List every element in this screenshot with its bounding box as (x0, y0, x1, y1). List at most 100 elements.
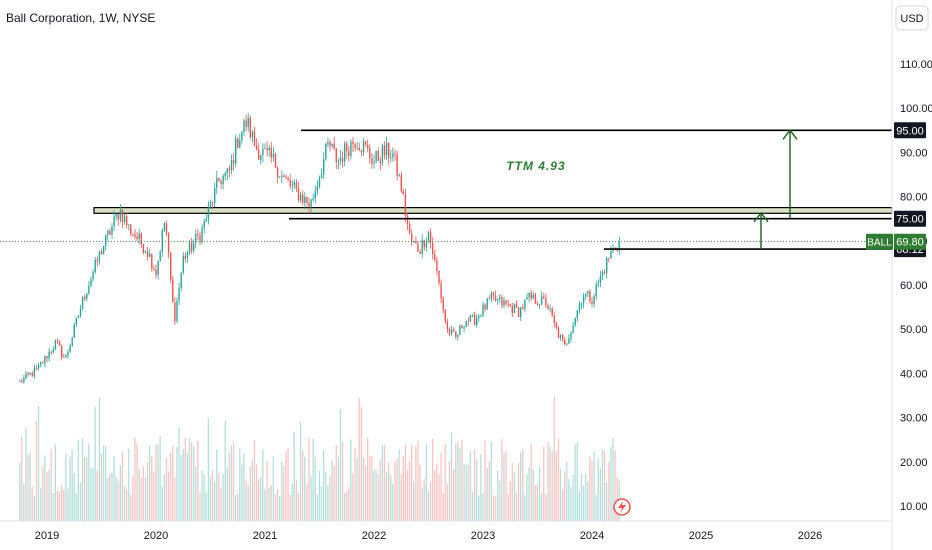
y-tick-label: 100.00 (900, 103, 932, 115)
volume-bar (186, 452, 188, 521)
candle-body (350, 141, 352, 156)
candles (19, 112, 620, 384)
x-tick-label: 2019 (35, 530, 59, 542)
candle-body (536, 303, 539, 306)
candle-body (438, 271, 440, 284)
candle-body (469, 315, 472, 322)
candle-body (585, 293, 587, 297)
volume-bar (484, 440, 486, 521)
volume-bar (559, 468, 562, 521)
candle-body (455, 331, 457, 337)
candle-body (172, 279, 174, 303)
volume-bar (476, 459, 478, 521)
volume-bar (149, 445, 151, 521)
candle-body (448, 328, 451, 334)
candle-body (207, 206, 210, 220)
volume-bar (295, 479, 297, 521)
candle-body (92, 272, 94, 280)
candle-body (270, 147, 272, 158)
symbol-tag-text: BALL (867, 238, 892, 249)
candle-body (23, 378, 25, 383)
candle-body (404, 194, 407, 216)
candle-body (293, 182, 295, 185)
candle-body (167, 233, 170, 253)
volume-bar (383, 444, 386, 521)
candle-body (272, 153, 275, 158)
volume-bar (77, 439, 79, 521)
candle-body (362, 141, 365, 153)
candle-body (329, 141, 331, 146)
volume-bar (396, 459, 398, 521)
volume-bar (23, 484, 25, 521)
candle-body (94, 259, 96, 273)
volume-bar (249, 466, 251, 521)
volume-bar (582, 485, 585, 521)
y-tick-label: 40.00 (900, 368, 928, 380)
volume-bar (469, 451, 471, 521)
candle-body (230, 159, 233, 171)
volume-bar (352, 473, 354, 521)
volume-bar (436, 463, 438, 521)
volume-bar (463, 464, 465, 521)
volume-bar (511, 462, 513, 521)
candle-body (599, 276, 602, 283)
volume-bar (364, 465, 367, 521)
candle-body (144, 251, 147, 253)
candle-body (492, 292, 495, 296)
candle-body (471, 314, 474, 316)
support-zone-layer (93, 207, 893, 214)
currency-button[interactable]: USD (895, 5, 929, 31)
candle-body (367, 144, 369, 148)
candle-body (193, 242, 195, 251)
event-icon[interactable] (613, 498, 631, 516)
candle-body (205, 219, 207, 222)
volume-bar (167, 471, 170, 521)
volume-bar (126, 489, 128, 521)
candle-body (283, 175, 285, 177)
price-label-box (894, 122, 926, 139)
volume-bar (341, 441, 344, 521)
candle-body (119, 209, 122, 220)
candle-body (364, 141, 367, 145)
volume-bar (425, 444, 427, 521)
candle-body (593, 296, 595, 304)
candle-body (557, 328, 560, 338)
candle-body (132, 234, 134, 235)
volume-bar (159, 436, 161, 521)
candle-body (490, 292, 493, 299)
volume-bar (411, 444, 413, 521)
volume-bar (201, 470, 203, 521)
candle-body (52, 349, 54, 353)
candle-body (423, 240, 425, 248)
candle-body (107, 230, 109, 235)
candle-body (209, 202, 212, 207)
volume-bar (193, 446, 195, 521)
volume-bar (207, 417, 209, 521)
volume-bar (109, 473, 111, 521)
volume-bar (478, 495, 480, 521)
volume-bar (262, 449, 264, 521)
candle-body (547, 305, 549, 309)
candle-body (264, 148, 266, 149)
candle-body (394, 153, 396, 155)
candle-body (323, 159, 325, 175)
volume-bar (394, 461, 396, 521)
candle-body (289, 180, 291, 186)
volume-bar (281, 461, 283, 521)
volume-bar (121, 451, 124, 521)
candle-body (524, 299, 526, 309)
candle-body (587, 291, 589, 294)
candle-body (465, 321, 467, 327)
price-label-box (894, 210, 926, 227)
candle-body (260, 155, 262, 160)
candle-body (564, 339, 566, 345)
volume-bar (346, 491, 348, 521)
candle-body (33, 368, 36, 376)
y-tick-label: 80.00 (900, 192, 928, 204)
volume-bar (98, 398, 100, 521)
candle-body (130, 224, 132, 234)
candle-body (408, 224, 411, 234)
volume-bar (465, 464, 467, 521)
